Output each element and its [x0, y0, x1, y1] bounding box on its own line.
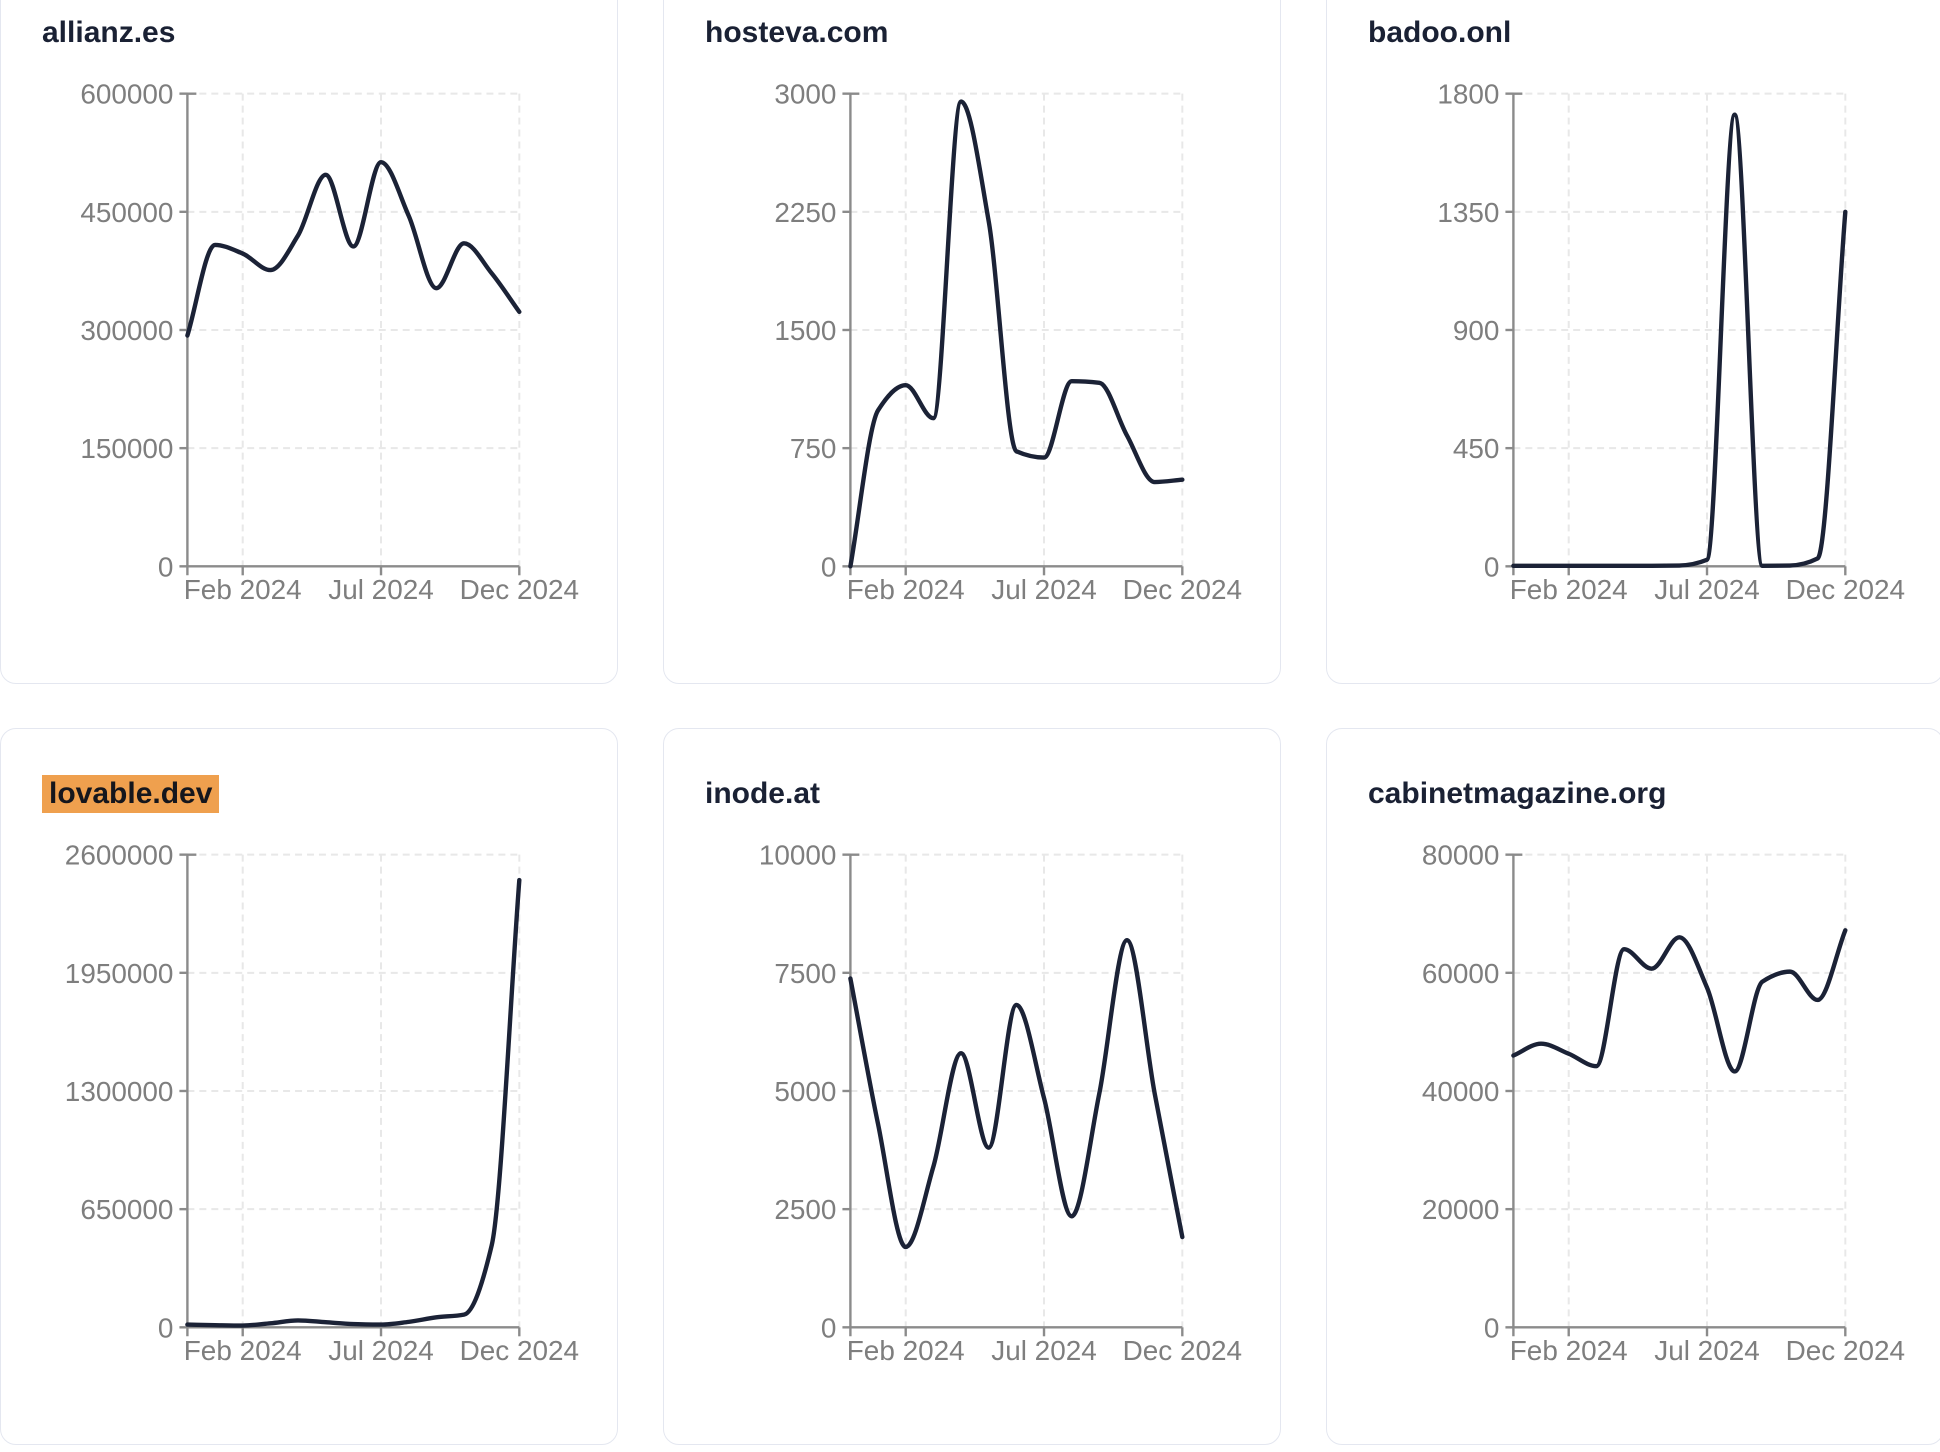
- y-axis: 0 2500 5000 7500 10000: [759, 840, 860, 1343]
- chart-card-cabinetmagazine-org[interactable]: cabinetmagazine.org 0 20000 40000 60000 8000…: [1326, 728, 1940, 1445]
- y-tick-label: 300000: [80, 315, 173, 346]
- y-tick-label: 7500: [774, 958, 836, 989]
- domain-label: hosteva.com: [705, 16, 889, 49]
- y-tick-label: 650000: [80, 1194, 173, 1225]
- chart-card-inode-at[interactable]: inode.at 0 2500 5000 7500 10000 Feb 2024 Jul 2…: [663, 728, 1281, 1445]
- series-line: [848, 938, 1185, 1250]
- x-axis: Feb 2024 Jul 2024 Dec 2024: [184, 1326, 579, 1366]
- y-tick-label: 40000: [1422, 1076, 1500, 1107]
- x-tick-label: Feb 2024: [1510, 574, 1628, 605]
- gridlines: [187, 853, 521, 1328]
- domain-label: inode.at: [705, 777, 821, 810]
- y-tick-label: 900: [1453, 315, 1500, 346]
- series-line: [1511, 112, 1848, 568]
- x-tick-label: Feb 2024: [847, 574, 965, 605]
- x-axis: Feb 2024 Jul 2024 Dec 2024: [184, 565, 579, 605]
- y-tick-label: 3000: [774, 79, 836, 110]
- y-tick-label: 0: [158, 1312, 174, 1343]
- y-tick-label: 0: [1484, 551, 1500, 582]
- y-tick-label: 80000: [1422, 840, 1500, 871]
- line-chart: 0 2500 5000 7500 10000 Feb 2024 Jul 2024 Dec 20…: [759, 840, 1242, 1367]
- series-line: [185, 159, 522, 338]
- gridlines: [850, 92, 1184, 567]
- y-tick-label: 60000: [1422, 958, 1500, 989]
- gridlines: [850, 853, 1184, 1328]
- domain-label: allianz.es: [42, 16, 176, 49]
- y-tick-label: 600000: [80, 79, 173, 110]
- chart-title: allianz.es: [42, 14, 175, 52]
- y-tick-label: 1950000: [65, 958, 174, 989]
- x-tick-label: Dec 2024: [1786, 1335, 1905, 1366]
- x-axis: Feb 2024 Jul 2024 Dec 2024: [847, 1326, 1242, 1366]
- x-tick-label: Feb 2024: [847, 1335, 965, 1366]
- x-tick-label: Jul 2024: [1654, 574, 1759, 605]
- x-tick-label: Jul 2024: [328, 1335, 433, 1366]
- x-tick-label: Dec 2024: [1786, 574, 1905, 605]
- x-axis: Feb 2024 Jul 2024 Dec 2024: [847, 565, 1242, 605]
- y-tick-label: 20000: [1422, 1194, 1500, 1225]
- line-chart: 0 20000 40000 60000 80000 Feb 2024 Jul 2024 Dec…: [1422, 840, 1905, 1367]
- line-chart: 0 450 900 1350 1800 Feb 2024 Jul 2024 Dec 2024: [1437, 79, 1905, 606]
- x-tick-label: Dec 2024: [1123, 1335, 1242, 1366]
- x-tick-label: Dec 2024: [460, 574, 579, 605]
- domain-label-highlighted: lovable.dev: [42, 775, 220, 813]
- chart-card-badoo-onl[interactable]: badoo.onl 0 450 900 1350 1800 Feb 2024 Jul 202…: [1326, 0, 1940, 684]
- y-tick-label: 150000: [80, 433, 173, 464]
- y-tick-label: 0: [821, 1312, 837, 1343]
- y-axis: 0 450 900 1350 1800: [1437, 79, 1523, 582]
- y-tick-label: 2500: [774, 1194, 836, 1225]
- line-chart: 0 750 1500 2250 3000 Feb 2024 Jul 2024 Dec 2024: [774, 79, 1242, 606]
- line-chart: 0 650000 1300000 1950000 2600000 Feb 2024 Jul …: [65, 840, 579, 1367]
- x-tick-label: Jul 2024: [991, 1335, 1096, 1366]
- chart-title: badoo.onl: [1368, 14, 1511, 52]
- y-tick-label: 2600000: [65, 840, 174, 871]
- x-tick-label: Jul 2024: [1654, 1335, 1759, 1366]
- y-tick-label: 0: [158, 551, 174, 582]
- line-chart: 0 150000 300000 450000 600000 Feb 2024 Jul 202…: [80, 79, 579, 606]
- y-axis: 0 150000 300000 450000 600000: [80, 79, 197, 582]
- series-line: [1511, 928, 1848, 1074]
- y-tick-label: 10000: [759, 840, 837, 871]
- x-tick-label: Jul 2024: [328, 574, 433, 605]
- chart-title: lovable.dev: [42, 775, 220, 813]
- y-tick-label: 2250: [774, 197, 836, 228]
- x-tick-label: Feb 2024: [184, 574, 302, 605]
- y-tick-label: 0: [821, 551, 837, 582]
- x-axis: Feb 2024 Jul 2024 Dec 2024: [1510, 565, 1905, 605]
- y-tick-label: 450000: [80, 197, 173, 228]
- x-tick-label: Dec 2024: [460, 1335, 579, 1366]
- y-tick-label: 750: [790, 433, 837, 464]
- x-tick-label: Feb 2024: [1510, 1335, 1628, 1366]
- chart-card-lovable-dev[interactable]: lovable.dev 0 650000 1300000 1950000 2600000…: [0, 728, 618, 1445]
- y-axis: 0 20000 40000 60000 80000: [1422, 840, 1523, 1343]
- chart-title: hosteva.com: [705, 14, 888, 52]
- series-line: [185, 877, 522, 1328]
- y-tick-label: 1350: [1437, 197, 1499, 228]
- x-tick-label: Feb 2024: [184, 1335, 302, 1366]
- x-axis: Feb 2024 Jul 2024 Dec 2024: [1510, 1326, 1905, 1366]
- gridlines: [187, 92, 521, 567]
- y-tick-label: 5000: [774, 1076, 836, 1107]
- y-tick-label: 450: [1453, 433, 1500, 464]
- chart-card-allianz-es[interactable]: allianz.es 0 150000 300000 450000 600000 Feb …: [0, 0, 618, 684]
- chart-title: inode.at: [705, 775, 820, 813]
- y-tick-label: 1500: [774, 315, 836, 346]
- y-tick-label: 1800: [1437, 79, 1499, 110]
- y-tick-label: 1300000: [65, 1076, 174, 1107]
- domain-label: badoo.onl: [1368, 16, 1512, 49]
- x-tick-label: Jul 2024: [991, 574, 1096, 605]
- series-line: [848, 99, 1185, 569]
- x-tick-label: Dec 2024: [1123, 574, 1242, 605]
- chart-card-hosteva-com[interactable]: hosteva.com 0 750 1500 2250 3000 Feb 2024 Jul …: [663, 0, 1281, 684]
- gridlines: [1513, 92, 1847, 567]
- y-axis: 0 650000 1300000 1950000 2600000: [65, 840, 197, 1343]
- y-axis: 0 750 1500 2250 3000: [774, 79, 860, 582]
- y-tick-label: 0: [1484, 1312, 1500, 1343]
- chart-title: cabinetmagazine.org: [1368, 775, 1666, 813]
- domain-label: cabinetmagazine.org: [1368, 777, 1667, 810]
- gridlines: [1513, 853, 1847, 1328]
